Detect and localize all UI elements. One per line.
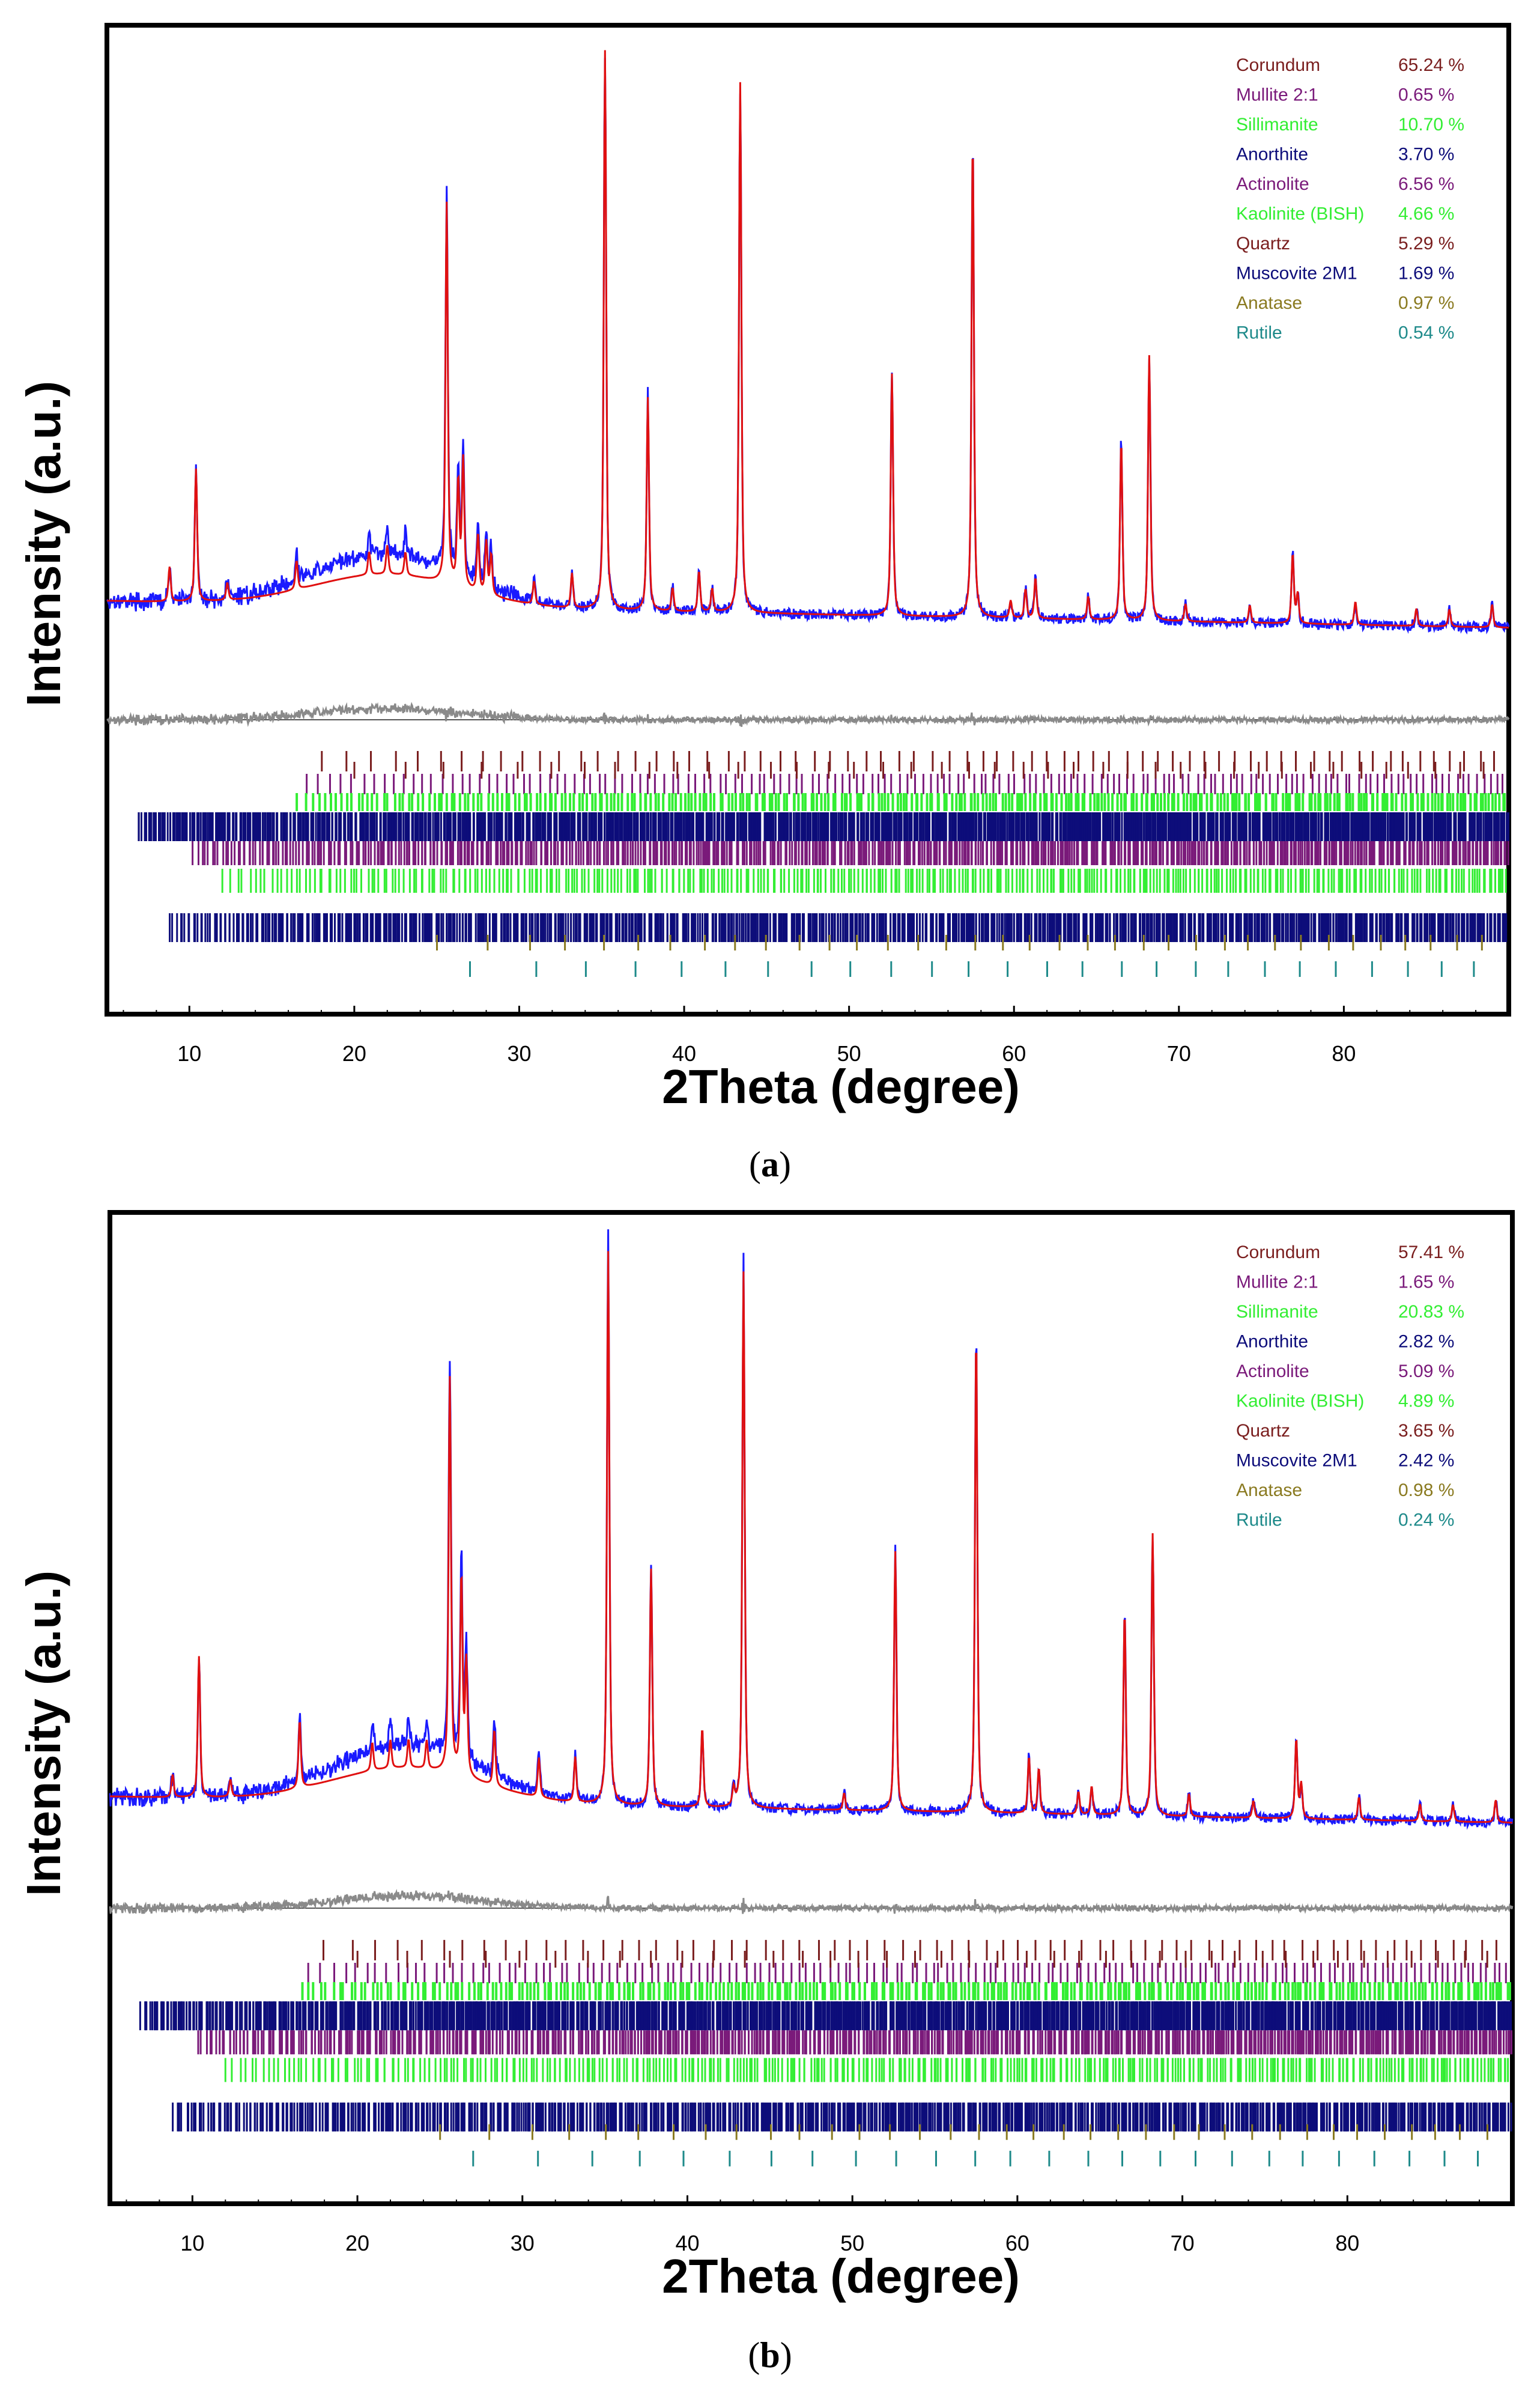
legend-phase-name: Actinolite (1236, 174, 1309, 194)
phase-markers-anatase-a (436, 935, 1483, 950)
legend-phase-name: Anatase (1236, 293, 1302, 313)
legend-phase-name: Kaolinite (BISH) (1236, 204, 1364, 224)
caption-a-close: ) (779, 1145, 791, 1184)
caption-a-open: ( (749, 1145, 761, 1184)
pattern-chart-a: 10 20 30 40 50 60 70 80 Corundum 65.24 % Mullite 2… (105, 23, 1511, 1066)
legend-phase-value: 4.66 % (1398, 204, 1454, 224)
legend-phase-value: 10.70 % (1398, 115, 1464, 135)
phase-markers-muscovite-2m1-a (169, 913, 1508, 942)
phase-markers-anorthite-b (139, 2001, 1512, 2031)
ylabel-b: Intensity (a.u.) (17, 1571, 70, 1896)
x-tick-label: 20 (342, 1041, 366, 1066)
caption-b-letter: b (760, 2335, 780, 2375)
series-calculated-b (110, 1251, 1512, 1824)
legend-phase-value: 1.69 % (1398, 264, 1454, 284)
x-tick-label: 60 (1002, 1041, 1026, 1066)
caption-b: (b) (748, 2335, 792, 2375)
caption-a-letter: a (761, 1145, 779, 1184)
legend-phase-name: Anorthite (1236, 145, 1308, 165)
caption-a: (a) (749, 1145, 791, 1184)
legend-phase-value: 6.56 % (1398, 174, 1454, 194)
phase-markers-corundum-b (323, 1939, 1497, 1960)
x-tick-label: 40 (672, 1041, 696, 1066)
xlabel-b: 2Theta (degree) (662, 2249, 1020, 2303)
legend-phase-name: Sillimanite (1236, 115, 1318, 135)
x-tick-label: 80 (1332, 1041, 1356, 1066)
phase-markers-mullite-2-1-a (306, 774, 1503, 794)
legend-phase-name: Rutile (1236, 323, 1282, 343)
legend-phase-value: 0.97 % (1398, 293, 1454, 313)
x-tick-label: 10 (177, 1041, 201, 1066)
legend-phase-value: 3.70 % (1398, 145, 1454, 165)
plot-frame-a (105, 23, 1511, 1017)
legend-phase-value: 5.29 % (1398, 234, 1454, 254)
ylabel-a: Intensity (a.u.) (17, 381, 70, 707)
legend-phase-value: 0.54 % (1398, 323, 1454, 343)
caption-b-close: ) (780, 2335, 792, 2375)
legend-phase-name: Quartz (1236, 234, 1290, 254)
series-difference-b (109, 1888, 1514, 1915)
series-calculated-a (107, 50, 1509, 629)
phase-markers-quartz-a (353, 762, 1485, 779)
phase-markers-anorthite-a (138, 812, 1509, 841)
legend-phase-value: 65.24 % (1398, 55, 1464, 75)
phase-markers-sillimanite-a (296, 793, 1506, 811)
xlabel-a: 2Theta (degree) (662, 1060, 1020, 1113)
panel-a: Intensity (a.u.) 2Theta (degree) (a) (17, 381, 1020, 1184)
series-difference-a (106, 702, 1510, 728)
phase-markers-mullite-2-1-b (307, 1963, 1507, 1983)
series-observed-b (109, 1229, 1514, 1830)
legend-phase-name: Corundum (1236, 55, 1320, 75)
legend-phase-value: 0.65 % (1398, 85, 1454, 105)
phase-markers-actinolite-a (192, 841, 1509, 865)
phase-markers-sillimanite-b (301, 1982, 1511, 2001)
caption-b-open: ( (748, 2335, 760, 2375)
phase-markers-kaolinite-bish--a (221, 869, 1507, 893)
panel-b: Intensity (a.u.) 2Theta (degree) (b) (17, 1571, 1020, 2375)
legend-phase-name: Mullite 2:1 (1236, 85, 1318, 105)
phase-markers-rutile-a (469, 961, 1475, 977)
x-tick-label: 30 (507, 1041, 531, 1066)
x-tick-label: 50 (837, 1041, 861, 1066)
x-tick-label: 70 (1167, 1041, 1191, 1066)
legend-phase-name: Muscovite 2M1 (1236, 264, 1357, 284)
